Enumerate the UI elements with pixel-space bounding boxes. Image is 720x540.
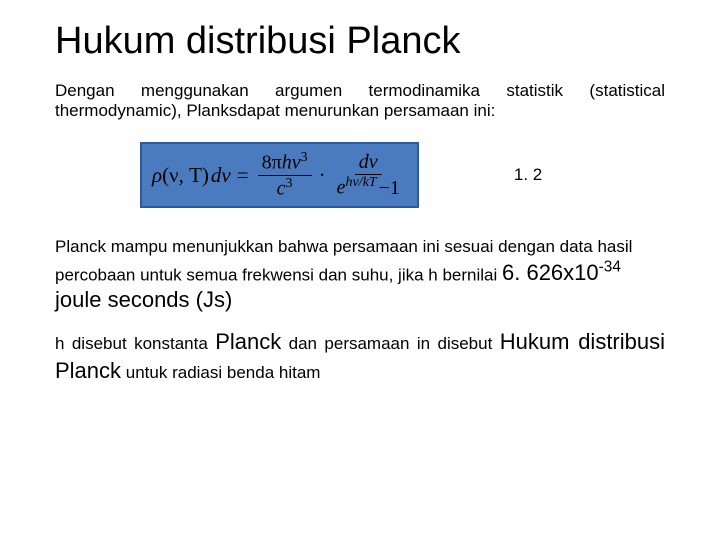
frac2-minus1: −1: [379, 177, 400, 199]
frac1-denominator: c3: [273, 176, 297, 201]
constant-unit: joule seconds (Js): [55, 287, 232, 312]
page-title: Hukum distribusi Planck: [55, 20, 665, 63]
lhs-dv: dv: [211, 163, 231, 188]
constant-exponent: -34: [599, 259, 621, 276]
frac1-exp3: 3: [301, 150, 308, 165]
rho-symbol: ρ: [152, 163, 162, 188]
frac1-c-exp: 3: [286, 176, 293, 191]
frac1-numerator: 8πhv3: [258, 150, 312, 176]
fraction-1: 8πhv3 c3: [258, 150, 312, 200]
frac1-c: c: [277, 177, 286, 199]
fraction-2: dv ehv/kT−1: [333, 151, 404, 200]
paragraph-2: Planck mampu menunjukkan bahwa persamaan…: [55, 236, 665, 314]
equation-lhs: ρ(ν, T)dv: [152, 163, 231, 188]
dot-operator: ·: [319, 163, 326, 188]
equation-number: 1. 2: [514, 165, 542, 185]
equals-sign: =: [237, 163, 249, 188]
intro-paragraph: Dengan menggunakan argumen termodinamika…: [55, 81, 665, 120]
frac1-8pi: 8π: [262, 152, 282, 174]
equation-box: ρ(ν, T)dv = 8πhv3 c3 · dv ehv/kT−1: [140, 142, 419, 208]
planck-name: Planck: [215, 329, 281, 354]
para3-c: untuk radiasi benda hitam: [121, 363, 320, 382]
lhs-args: (ν, T): [162, 163, 209, 188]
frac1-hv: hv: [282, 152, 301, 174]
frac2-exp: hv/kT: [345, 175, 376, 190]
paragraph-3: h disebut konstanta Planck dan persamaan…: [55, 328, 665, 385]
equation-row: ρ(ν, T)dv = 8πhv3 c3 · dv ehv/kT−1 1. 2: [140, 142, 665, 208]
frac2-numerator: dv: [355, 151, 382, 175]
para3-b: dan persamaan in disebut: [281, 334, 499, 353]
constant-mantissa: 6. 626x10: [502, 260, 599, 285]
frac2-denominator: ehv/kT−1: [333, 175, 404, 200]
para3-a: h disebut konstanta: [55, 334, 215, 353]
